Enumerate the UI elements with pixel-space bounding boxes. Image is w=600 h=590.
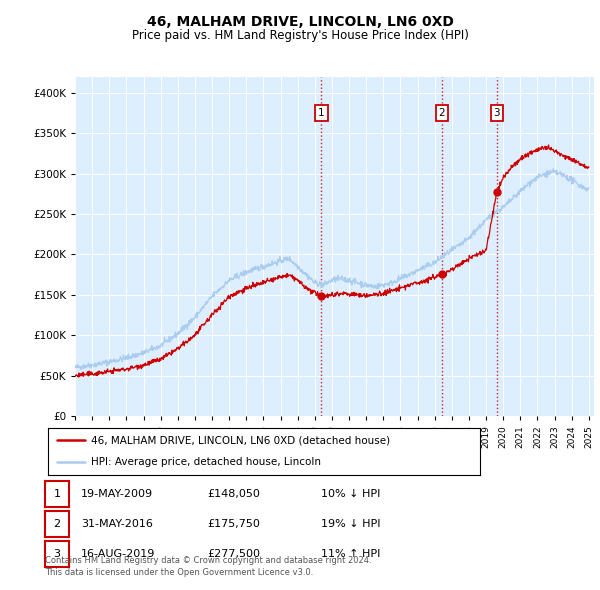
Text: 2: 2 [439, 108, 445, 118]
Text: 3: 3 [494, 108, 500, 118]
Text: 19-MAY-2009: 19-MAY-2009 [81, 489, 153, 499]
Text: 46, MALHAM DRIVE, LINCOLN, LN6 0XD: 46, MALHAM DRIVE, LINCOLN, LN6 0XD [146, 15, 454, 30]
Text: Contains HM Land Registry data © Crown copyright and database right 2024.
This d: Contains HM Land Registry data © Crown c… [45, 556, 371, 577]
Text: £277,500: £277,500 [207, 549, 260, 559]
Text: 1: 1 [318, 108, 325, 118]
Text: 46, MALHAM DRIVE, LINCOLN, LN6 0XD (detached house): 46, MALHAM DRIVE, LINCOLN, LN6 0XD (deta… [91, 435, 391, 445]
Text: Price paid vs. HM Land Registry's House Price Index (HPI): Price paid vs. HM Land Registry's House … [131, 29, 469, 42]
Text: 10% ↓ HPI: 10% ↓ HPI [321, 489, 380, 499]
Text: 2: 2 [53, 519, 61, 529]
Text: 11% ↑ HPI: 11% ↑ HPI [321, 549, 380, 559]
Text: 31-MAY-2016: 31-MAY-2016 [81, 519, 153, 529]
Text: 16-AUG-2019: 16-AUG-2019 [81, 549, 155, 559]
Text: 19% ↓ HPI: 19% ↓ HPI [321, 519, 380, 529]
Text: HPI: Average price, detached house, Lincoln: HPI: Average price, detached house, Linc… [91, 457, 321, 467]
Text: 1: 1 [53, 489, 61, 499]
Text: £148,050: £148,050 [207, 489, 260, 499]
Text: £175,750: £175,750 [207, 519, 260, 529]
Text: 3: 3 [53, 549, 61, 559]
